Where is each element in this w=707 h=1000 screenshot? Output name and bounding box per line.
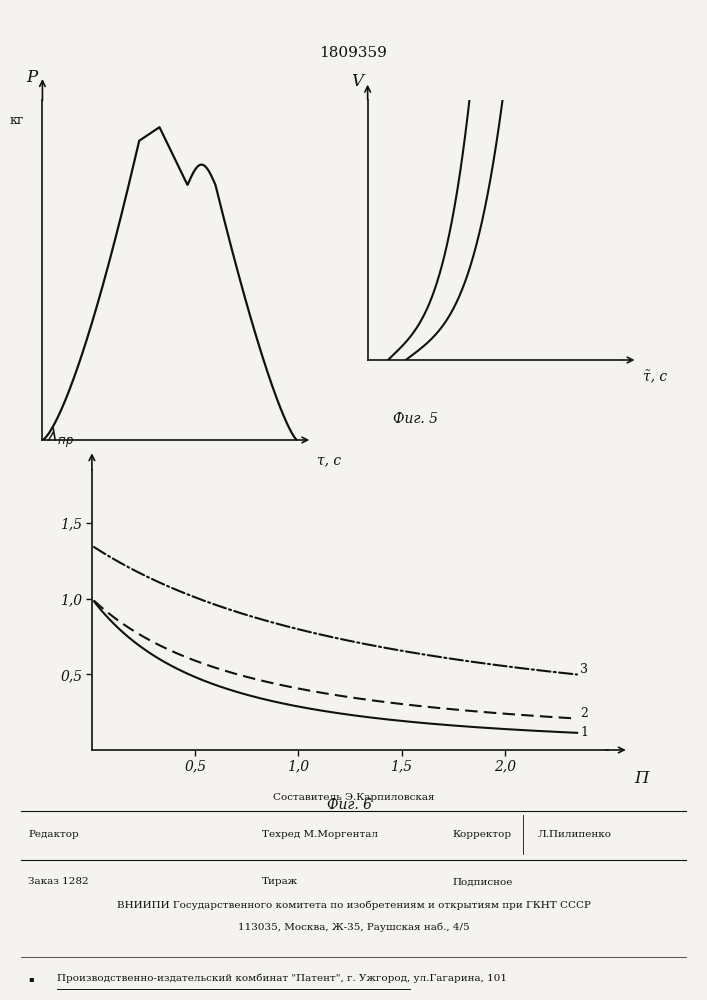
Text: $\lambda_{пр}$: $\lambda_{пр}$ <box>47 426 74 450</box>
Text: Производственно-издательский комбинат "Патент", г. Ужгород, ул.Гагарина, 101: Производственно-издательский комбинат "П… <box>57 974 506 983</box>
Text: Корректор: Корректор <box>452 830 512 839</box>
Text: V: V <box>351 73 363 90</box>
Text: Техред М.Моргентал: Техред М.Моргентал <box>262 830 378 839</box>
Text: Редактор: Редактор <box>28 830 79 839</box>
Text: 2: 2 <box>580 707 588 720</box>
Text: Л.Пилипенко: Л.Пилипенко <box>537 830 612 839</box>
Text: τ, с: τ, с <box>317 454 341 468</box>
Text: 3: 3 <box>580 663 588 676</box>
Text: Составитель Э.Карпиловская: Составитель Э.Карпиловская <box>273 793 434 802</box>
Text: Заказ 1282: Заказ 1282 <box>28 877 89 886</box>
Text: P: P <box>27 69 37 86</box>
Text: кг: кг <box>10 114 24 127</box>
Text: Фиг. 5: Фиг. 5 <box>393 412 438 426</box>
Text: 1: 1 <box>580 726 588 739</box>
Text: П: П <box>634 770 648 787</box>
Text: 113035, Москва, Ж-35, Раушская наб., 4/5: 113035, Москва, Ж-35, Раушская наб., 4/5 <box>238 922 469 932</box>
Text: ▪: ▪ <box>28 974 34 983</box>
Text: Фиг. 6: Фиг. 6 <box>327 798 373 812</box>
Text: τ̃, с: τ̃, с <box>643 370 667 384</box>
Text: ВНИИПИ Государственного комитета по изобретениям и открытиям при ГКНТ СССР: ВНИИПИ Государственного комитета по изоб… <box>117 901 590 910</box>
Text: Фиг. 4: Фиг. 4 <box>132 484 177 498</box>
Text: 1809359: 1809359 <box>320 46 387 60</box>
Text: Подписное: Подписное <box>452 877 513 886</box>
Text: Тираж: Тираж <box>262 877 298 886</box>
